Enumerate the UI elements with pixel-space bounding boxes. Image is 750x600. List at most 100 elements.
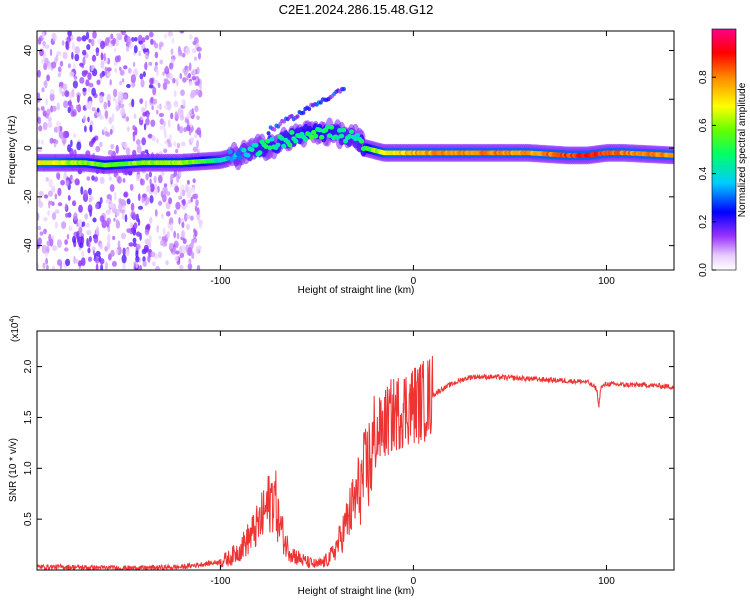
heatmap-cell bbox=[169, 182, 174, 188]
heatmap-cell bbox=[104, 66, 108, 75]
heatmap-cell bbox=[82, 56, 86, 66]
heatmap-cell bbox=[44, 79, 48, 89]
heatmap-cell bbox=[37, 212, 40, 222]
heatmap-cell bbox=[87, 187, 92, 196]
heatmap-cell bbox=[167, 119, 171, 128]
heatmap-cell bbox=[194, 56, 198, 61]
heatmap-cell bbox=[148, 31, 154, 38]
heatmap-cell bbox=[148, 84, 154, 89]
heatmap-cell bbox=[60, 179, 65, 186]
heatmap-cell bbox=[186, 223, 190, 231]
heatmap-cell bbox=[47, 121, 53, 128]
heatmap-cell bbox=[143, 62, 148, 70]
y-tick-label: 1.0 bbox=[23, 461, 34, 475]
heatmap-cell bbox=[85, 102, 89, 110]
heatmap-cell bbox=[132, 133, 136, 142]
heatmap-cell bbox=[169, 134, 172, 141]
heatmap-cell bbox=[191, 76, 197, 81]
heatmap-cell bbox=[135, 255, 140, 263]
heatmap-cell bbox=[121, 254, 127, 264]
heatmap-cell bbox=[118, 66, 122, 71]
heatmap-cell bbox=[265, 138, 271, 144]
heatmap-cell bbox=[186, 119, 190, 126]
heatmap-cell bbox=[37, 225, 42, 231]
heatmap-cell bbox=[92, 217, 97, 223]
heatmap-cell bbox=[148, 61, 153, 66]
heatmap-cell bbox=[100, 264, 104, 270]
heatmap-cell bbox=[70, 139, 73, 147]
heatmap-cell bbox=[170, 112, 174, 120]
heatmap-cell bbox=[141, 37, 146, 43]
heatmap-cell bbox=[67, 195, 71, 201]
heatmap-cell bbox=[106, 217, 111, 225]
heatmap-cell bbox=[196, 66, 200, 75]
heatmap-cell bbox=[99, 215, 105, 223]
x-tick-label: -100 bbox=[210, 276, 230, 287]
heatmap-cell bbox=[186, 124, 191, 132]
heatmap-cell bbox=[103, 101, 108, 110]
heatmap-cell bbox=[139, 98, 144, 104]
heatmap-cell bbox=[185, 47, 191, 55]
heatmap-cell bbox=[192, 40, 197, 46]
heatmap-cell bbox=[84, 213, 89, 220]
heatmap-cell bbox=[120, 107, 126, 117]
heatmap-cell bbox=[83, 70, 89, 75]
heatmap-cell bbox=[142, 112, 147, 117]
heatmap-cell bbox=[126, 46, 130, 52]
heatmap-cell bbox=[155, 209, 158, 217]
heatmap-cell bbox=[39, 231, 44, 236]
heatmap-cell bbox=[140, 79, 145, 88]
heatmap-cell bbox=[81, 251, 85, 257]
heatmap-cell bbox=[159, 118, 164, 125]
heatmap-cell bbox=[170, 248, 174, 253]
heatmap-cell bbox=[147, 254, 151, 263]
heatmap-cell bbox=[79, 77, 85, 84]
heatmap-cell bbox=[182, 205, 187, 211]
heatmap-cell bbox=[92, 137, 97, 143]
heatmap-cell bbox=[80, 257, 86, 267]
heatmap-cell bbox=[181, 221, 185, 229]
heatmap-cell bbox=[72, 80, 78, 89]
heatmap-cell bbox=[42, 110, 47, 117]
heatmap-cell bbox=[115, 105, 120, 112]
heatmap-cell bbox=[198, 221, 203, 229]
heatmap-cell bbox=[166, 231, 170, 238]
heatmap-cell bbox=[73, 212, 78, 221]
heatmap-cell bbox=[85, 222, 90, 228]
x-tick-label: 0 bbox=[411, 576, 417, 587]
heatmap-cell bbox=[150, 119, 156, 127]
heatmap-cell bbox=[76, 94, 80, 103]
heatmap-cell bbox=[37, 147, 43, 152]
heatmap-cell bbox=[156, 109, 159, 115]
heatmap-cell bbox=[165, 260, 169, 266]
heatmap-cell bbox=[193, 133, 198, 139]
heatmap-cell bbox=[38, 190, 44, 197]
heatmap-cell bbox=[56, 51, 62, 56]
heatmap-cell bbox=[65, 212, 69, 218]
heatmap-cell bbox=[165, 100, 171, 106]
heatmap-cell bbox=[235, 151, 241, 157]
heatmap-cell bbox=[339, 133, 345, 139]
heatmap-cell bbox=[122, 263, 126, 270]
heatmap-cell bbox=[99, 95, 104, 104]
heatmap-cell bbox=[192, 178, 196, 184]
heatmap-cell bbox=[99, 72, 104, 79]
heatmap-cell bbox=[279, 136, 285, 141]
heatmap-cell bbox=[348, 129, 355, 135]
heatmap-cell bbox=[123, 191, 128, 198]
heatmap-cell bbox=[178, 171, 182, 177]
heatmap-cell bbox=[110, 143, 115, 150]
heatmap-cell bbox=[106, 241, 111, 250]
heatmap-cell bbox=[43, 228, 47, 235]
heatmap-cell bbox=[96, 107, 100, 113]
heatmap-cell bbox=[173, 141, 177, 147]
heatmap-cell bbox=[153, 175, 157, 184]
heatmap-cell bbox=[180, 141, 186, 147]
heatmap-cell bbox=[148, 171, 152, 178]
heatmap-cell bbox=[194, 205, 198, 212]
heatmap-cell bbox=[39, 48, 44, 57]
heatmap-cell bbox=[106, 93, 112, 103]
heatmap-cell bbox=[117, 176, 122, 184]
heatmap-cell bbox=[199, 85, 203, 90]
heatmap-cell bbox=[139, 73, 144, 80]
